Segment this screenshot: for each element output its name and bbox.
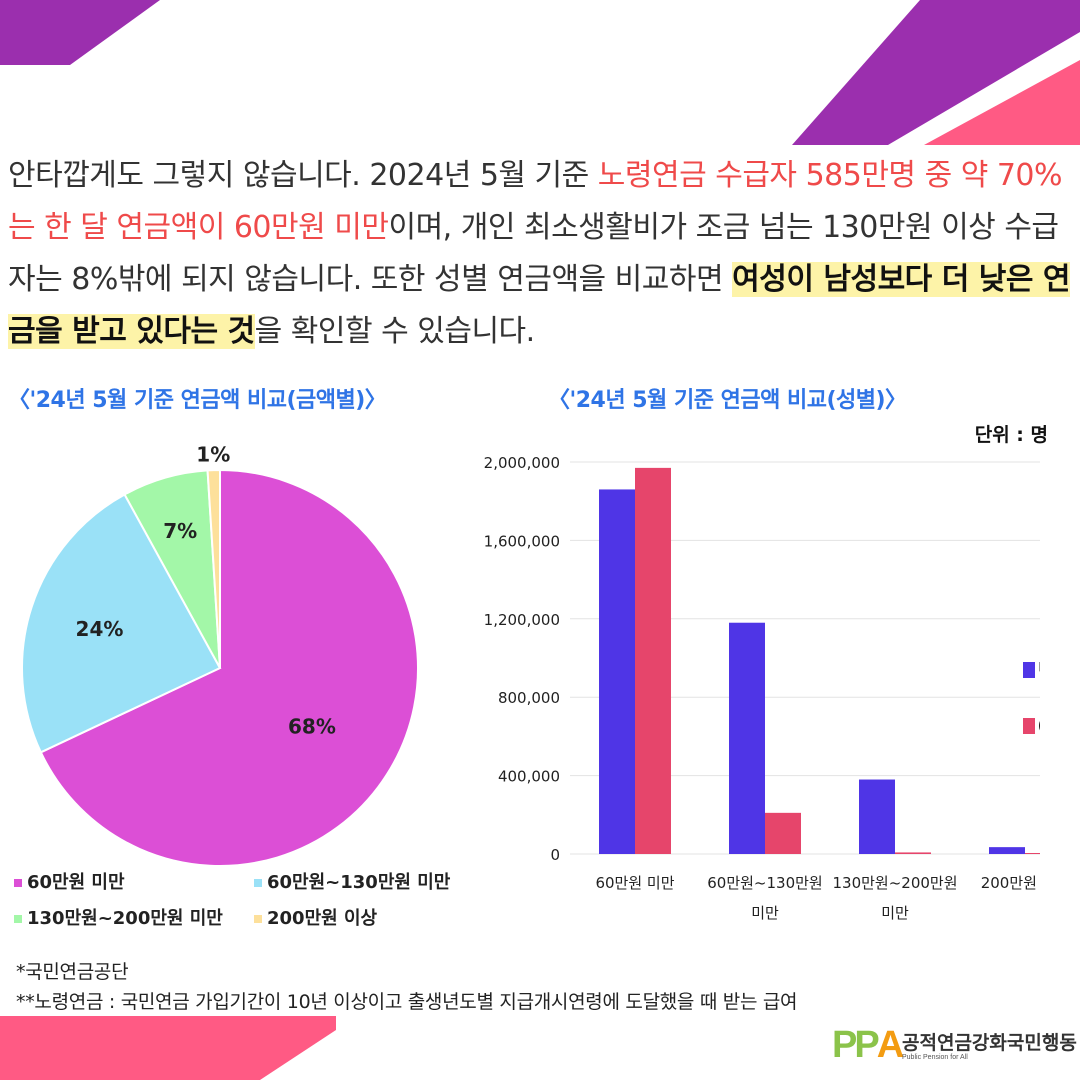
top-right-pink-shape — [924, 60, 1080, 145]
intro-text-3: 을 확인할 수 있습니다. — [254, 314, 536, 349]
pie-chart-title: 〈'24년 5월 기준 연금액 비교(금액별)〉 — [8, 388, 387, 413]
pie-legend-item: 60만원 미만 — [14, 868, 125, 894]
y-tick-label: 400,000 — [498, 768, 560, 786]
x-tick-label: 미만 — [881, 904, 909, 922]
y-tick-label: 2,000,000 — [484, 454, 560, 472]
legend-swatch — [14, 915, 22, 923]
top-right-purple-shape — [792, 0, 1080, 145]
bar-female — [765, 812, 801, 854]
pie-slice-label: 68% — [288, 714, 336, 738]
pie-legend-label: 200만원 이상 — [267, 908, 378, 929]
bar-female — [1025, 853, 1040, 854]
pie-legend-label: 130만원~200만원 미만 — [27, 908, 223, 929]
pie-slice — [39, 468, 419, 867]
pie-legend-item: 60만원~130만원 미만 — [254, 868, 450, 894]
x-tick-label: 60만원 미만 — [595, 874, 674, 892]
pie-chart: 68% 24% 7% 1% — [21, 442, 419, 867]
footnote-definition: **노령연금 : 국민연금 가입기간이 10년 이상이고 출생년도별 지급개시연… — [16, 991, 798, 1013]
bar-legend-label: 남 — [1038, 660, 1040, 684]
pie-legend-label: 60만원 미만 — [27, 872, 125, 893]
y-tick-label: 800,000 — [498, 689, 560, 707]
pie-slice-label: 1% — [196, 442, 230, 466]
bar-male — [989, 847, 1025, 854]
pie-slice — [21, 493, 222, 754]
legend-swatch — [14, 879, 22, 887]
logo-mark-a: A — [876, 1024, 905, 1066]
logo-mark: PPA — [832, 1024, 905, 1067]
x-tick-label: 60만원~130만원 — [707, 874, 823, 892]
intro-paragraph: 안타깝게도 그렇지 않습니다. 2024년 5월 기준 노령연금 수급자 585… — [8, 150, 1072, 358]
y-tick-label: 1,200,000 — [484, 611, 560, 629]
y-tick-label: 1,600,000 — [484, 532, 560, 550]
logo-org-name: 공적연금강화국민행동 — [902, 1032, 1077, 1054]
legend-swatch — [254, 915, 262, 923]
intro-text-1: 안타깝게도 그렇지 않습니다. 2024년 5월 기준 — [8, 158, 598, 193]
footnote-source: *국민연금공단 — [16, 961, 129, 983]
bar-legend-label: 여 — [1038, 716, 1040, 740]
bar-chart: 0 400,000 800,000 1,200,000 1,600,000 2,000,0… — [484, 454, 1040, 922]
pie-slice-label: 24% — [76, 617, 124, 641]
bar-male — [729, 622, 765, 854]
intro-red-text: 노령연금 수급자 585만명 중 약 70%는 한 달 연금액이 60만원 미만 — [8, 158, 1063, 245]
y-tick-label: 0 — [550, 846, 560, 864]
pie-slice-label: 7% — [163, 519, 197, 543]
x-tick-label: 미만 — [751, 904, 779, 922]
pie-legend-item: 130만원~200만원 미만 — [14, 904, 223, 930]
bar-legend-swatch — [1023, 662, 1035, 678]
bar-female — [895, 852, 931, 854]
pie-legend-label: 60만원~130만원 미만 — [267, 872, 451, 893]
bar-legend-swatch — [1023, 718, 1035, 734]
logo-subtitle: Public Pension for All — [902, 1054, 968, 1061]
x-tick-label: 130만원~200만원 — [832, 874, 957, 892]
legend-swatch — [254, 879, 262, 887]
pie-slice — [206, 468, 221, 669]
top-left-purple-shape — [0, 0, 160, 65]
logo-mark-pp: PP — [832, 1024, 880, 1066]
intro-text-2: 이며, 개인 최소생활비가 조금 넘는 130만원 이상 수급자는 8%밖에 되… — [8, 210, 1059, 297]
bar-chart-title: 〈'24년 5월 기준 연금액 비교(성별)〉 — [548, 388, 907, 413]
bar-female — [635, 467, 671, 854]
bar-male — [859, 779, 895, 854]
unit-label: 단위 : 명 — [974, 424, 1048, 446]
x-tick-label: 200만원 이상 — [981, 874, 1040, 892]
pie-legend-item: 200만원 이상 — [254, 904, 377, 930]
bar-male — [599, 489, 635, 854]
bottom-left-pink-shape — [0, 1016, 336, 1080]
